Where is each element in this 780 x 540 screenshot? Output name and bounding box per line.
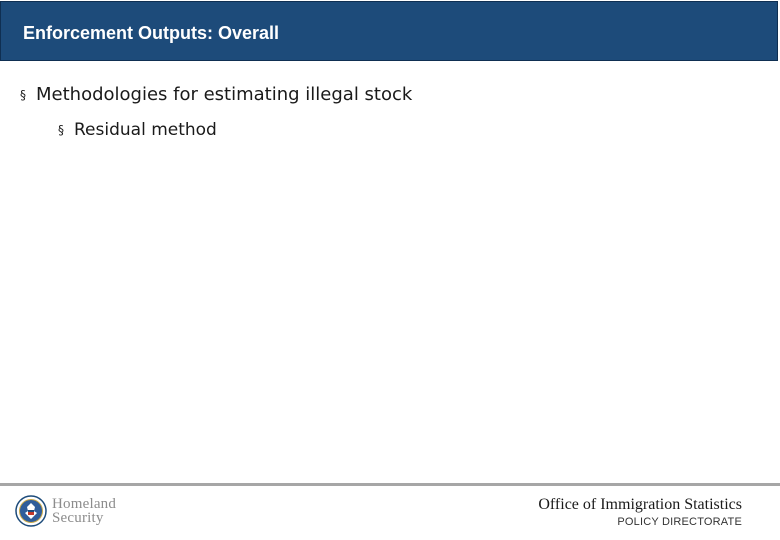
bullet-item: § Methodologies for estimating illegal s… xyxy=(20,84,412,105)
bullet-square-icon: § xyxy=(58,123,64,137)
sub-bullet-item: § Residual method xyxy=(58,120,217,140)
homeland-security-logo: Homeland Security xyxy=(15,495,116,527)
directorate-label: POLICY DIRECTORATE xyxy=(617,516,742,528)
bullet-text: Methodologies for estimating illegal sto… xyxy=(36,84,413,105)
logo-line-2: Security xyxy=(52,510,104,526)
bullet-square-icon: § xyxy=(20,87,26,102)
logo-line-1: Homeland xyxy=(52,496,117,512)
logo-wordmark: Homeland Security xyxy=(52,496,117,526)
footer-divider xyxy=(0,483,780,486)
sub-bullet-text: Residual method xyxy=(74,120,217,140)
dhs-seal-icon xyxy=(15,495,47,527)
office-name: Office of Immigration Statistics xyxy=(538,496,742,513)
page-title: Enforcement Outputs: Overall xyxy=(23,23,280,43)
title-bar: Enforcement Outputs: Overall xyxy=(0,1,778,61)
